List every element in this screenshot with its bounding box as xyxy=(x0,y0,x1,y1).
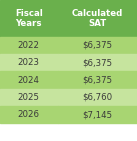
Text: 2024: 2024 xyxy=(18,76,40,84)
Text: 2025: 2025 xyxy=(18,93,40,102)
Bar xyxy=(58,89,137,106)
Text: $6,375: $6,375 xyxy=(82,76,112,84)
Text: 2022: 2022 xyxy=(18,41,40,50)
Text: $6,375: $6,375 xyxy=(82,58,112,67)
Bar xyxy=(0,37,58,54)
Bar xyxy=(0,106,58,123)
Text: Calculated
SAT: Calculated SAT xyxy=(72,9,123,28)
Text: $7,145: $7,145 xyxy=(82,110,112,119)
Bar xyxy=(58,54,137,71)
Bar xyxy=(58,106,137,123)
Text: $6,760: $6,760 xyxy=(82,93,112,102)
Text: $6,375: $6,375 xyxy=(82,41,112,50)
Bar xyxy=(58,71,137,89)
Bar xyxy=(0,0,58,37)
Bar xyxy=(58,0,137,37)
Text: Fiscal
Years: Fiscal Years xyxy=(15,9,43,28)
Bar xyxy=(0,89,58,106)
Bar xyxy=(0,54,58,71)
Text: 2023: 2023 xyxy=(18,58,40,67)
Text: 2026: 2026 xyxy=(18,110,40,119)
Bar xyxy=(58,37,137,54)
Bar xyxy=(0,71,58,89)
